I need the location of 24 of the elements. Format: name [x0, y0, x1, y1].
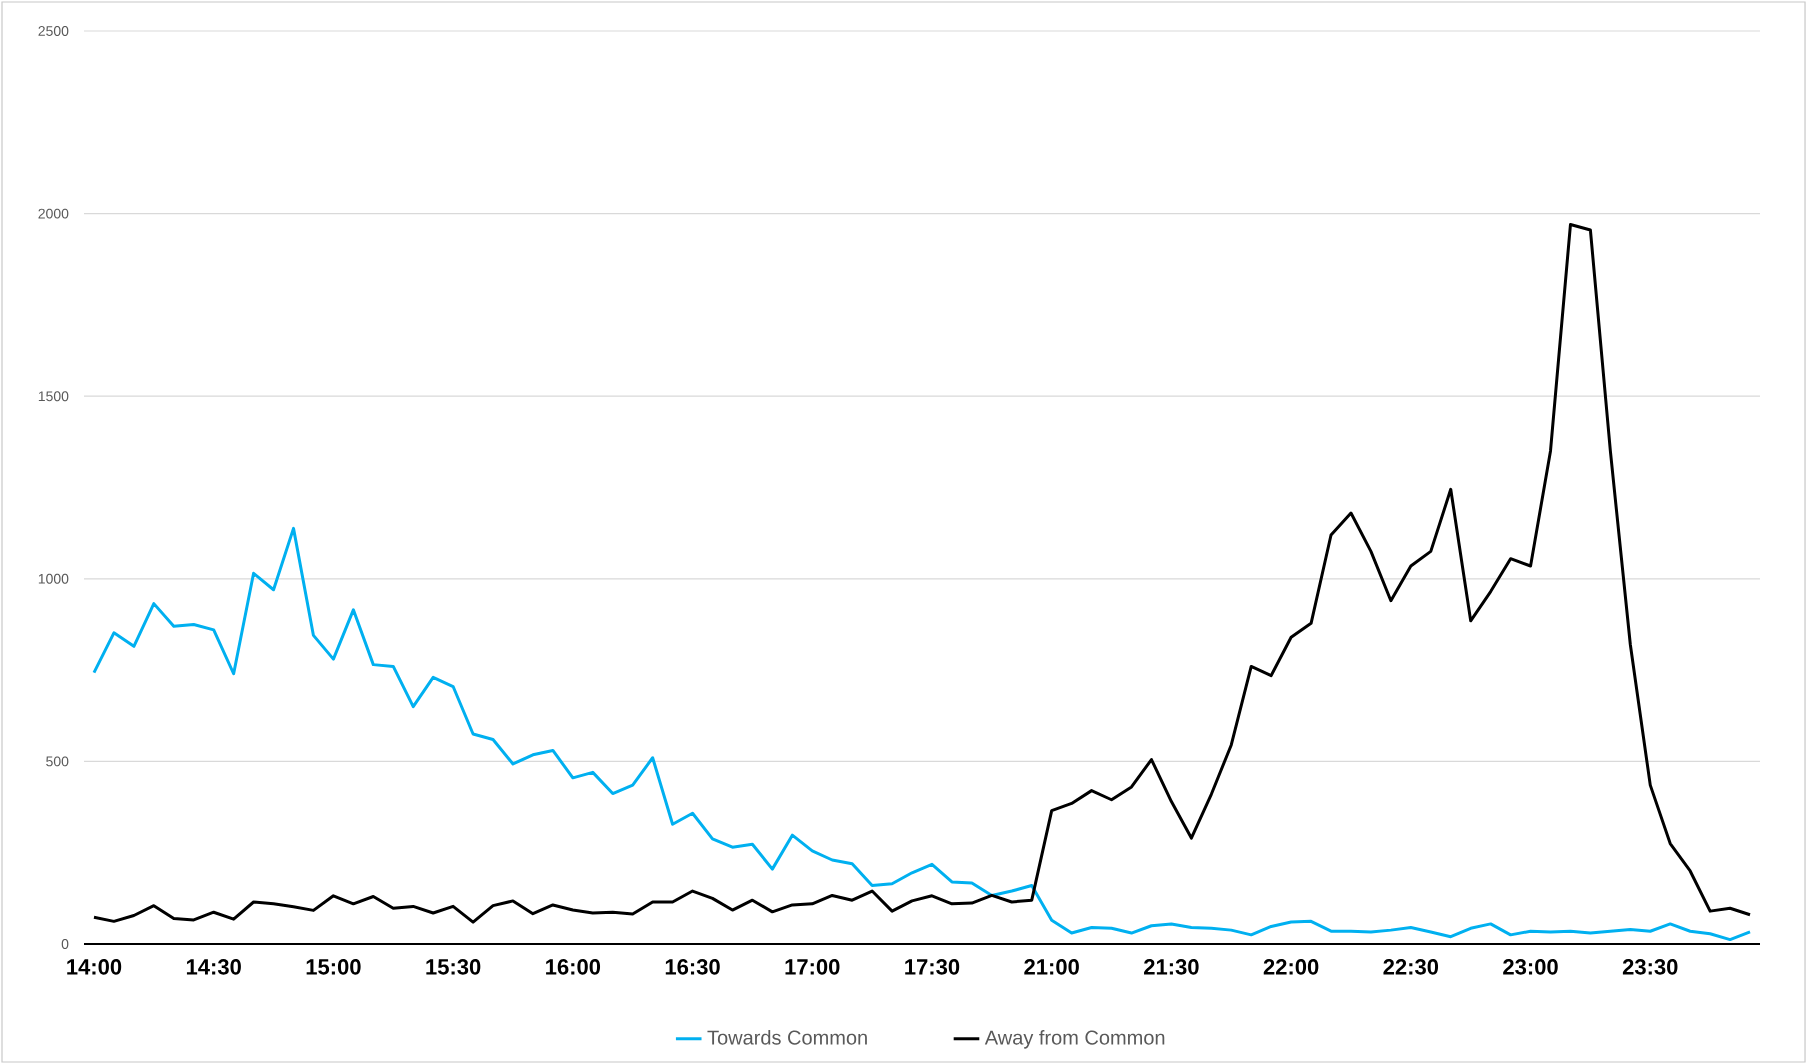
x-tick-label: 23:00	[1503, 959, 1558, 975]
x-tick-label: 15:30	[426, 959, 481, 975]
y-tick-label: 1500	[38, 391, 69, 402]
x-tick-label: 22:00	[1263, 959, 1319, 975]
legend-label: Away from Common	[984, 1030, 1165, 1049]
y-tick-label: 500	[46, 756, 69, 767]
x-tick-label: 23:30	[1622, 959, 1678, 975]
y-tick-label: 0	[61, 939, 69, 949]
x-tick-label: 22:30	[1383, 959, 1439, 975]
x-tick-label: 16:30	[665, 959, 720, 975]
line-series	[92, 223, 1752, 924]
x-tick-label: 14:30	[186, 959, 241, 975]
y-tick-label: 2000	[38, 208, 69, 219]
x-tick-label: 16:00	[546, 959, 601, 975]
legend-label: Towards Common	[707, 1030, 867, 1045]
y-tick-label: 1000	[38, 573, 69, 584]
y-tick-label: 2500	[38, 26, 69, 36]
x-tick-label: 17:30	[905, 959, 960, 975]
x-tick-label: 14:00	[67, 959, 122, 975]
x-tick-label: 21:00	[1024, 959, 1079, 975]
x-tick-label: 17:00	[785, 959, 840, 975]
x-tick-label: 21:30	[1144, 959, 1199, 975]
line-series	[92, 526, 1752, 942]
x-tick-label: 15:00	[306, 959, 361, 975]
